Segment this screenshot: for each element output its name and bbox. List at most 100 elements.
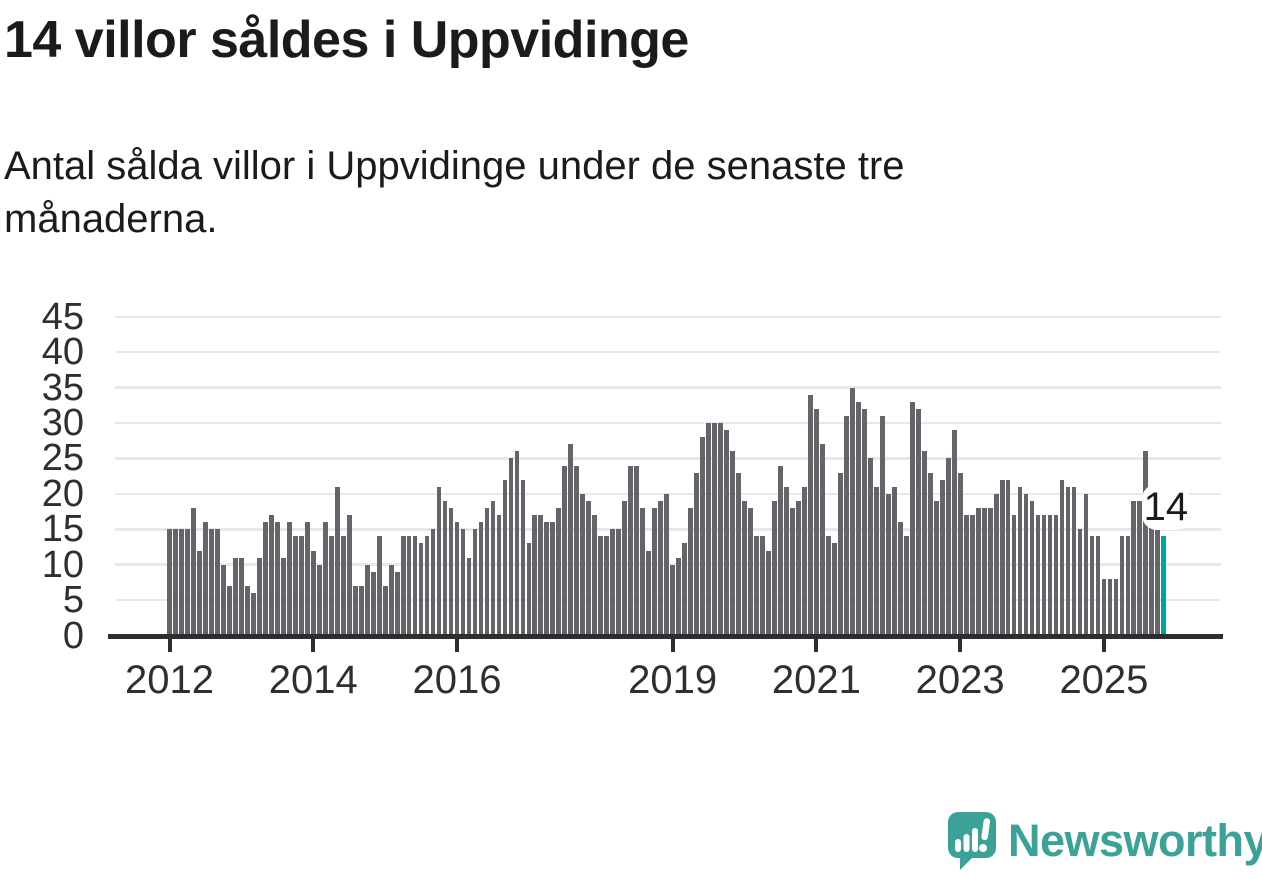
bar-2022-11: [945, 458, 951, 636]
bar-2021-12: [879, 415, 885, 636]
bar-2015-08: [424, 536, 430, 636]
x-tick-label-2014: 2014: [268, 657, 358, 702]
y-tick-label-40: 40: [41, 331, 84, 374]
bar-2024-02: [1035, 515, 1041, 636]
bar-2022-04: [903, 536, 909, 636]
bar-2013-03: [250, 593, 256, 636]
bar-2025-01: [1101, 578, 1107, 636]
bar-2016-10: [508, 458, 514, 636]
bar-2025-08: [1143, 451, 1149, 636]
bar-2024-01: [1029, 500, 1035, 636]
bar-2018-02: [604, 536, 610, 636]
x-tick-2025: [1101, 638, 1106, 652]
x-tick-label-2012: 2012: [125, 657, 214, 702]
bar-2014-04: [328, 536, 334, 636]
bar-2017-09: [574, 465, 580, 636]
gridline-45: [115, 315, 1221, 318]
y-tick-label-30: 30: [41, 402, 84, 444]
bar-2022-06: [915, 408, 921, 636]
bar-2019-11: [730, 451, 735, 636]
bar-2013-01: [238, 557, 244, 636]
bar-2013-07: [274, 522, 280, 636]
bar-2016-02: [460, 529, 466, 636]
bar-2017-08: [568, 444, 574, 636]
newsworthy-logo: Newsworthy: [946, 810, 1262, 872]
bar-2013-02: [244, 585, 250, 636]
bar-2022-07: [921, 451, 927, 636]
bar-2022-02: [891, 486, 897, 636]
bar-2023-06: [987, 508, 993, 636]
bar-2017-11: [586, 500, 592, 636]
bar-2024-06: [1059, 479, 1065, 636]
bar-2014-07: [346, 515, 352, 636]
bar-2024-03: [1041, 515, 1047, 636]
bar-2020-09: [790, 508, 795, 636]
page-title: 14 villor såldes i Uppvidinge: [4, 11, 689, 69]
bar-2018-04: [616, 529, 622, 636]
bar-2023-09: [1005, 479, 1011, 636]
bar-2019-05: [694, 472, 700, 636]
bar-2023-05: [981, 508, 987, 636]
bar-2012-04: [185, 529, 190, 636]
bar-2014-03: [322, 522, 328, 636]
bar-2014-12: [376, 536, 382, 636]
gridline-30: [115, 421, 1221, 425]
bar-2013-11: [298, 536, 304, 636]
bar-2018-05: [622, 500, 628, 636]
bar-2020-02: [748, 508, 753, 636]
bar-2024-04: [1047, 515, 1053, 636]
bar-2025-09: [1149, 522, 1155, 636]
bar-2012-06: [197, 550, 202, 636]
bar-2020-04: [760, 536, 765, 636]
chart-subtitle: Antal sålda villor i Uppvidinge under de…: [4, 144, 905, 241]
bar-2015-05: [406, 536, 412, 636]
bar-2013-04: [256, 557, 262, 636]
bar-2021-03: [826, 536, 831, 636]
y-tick-label-5: 5: [62, 579, 84, 622]
newsworthy-logo-text: Newsworthy: [1008, 815, 1262, 866]
x-tick-label-2025: 2025: [1059, 657, 1149, 702]
bar-2024-08: [1071, 486, 1077, 636]
bar-2019-06: [700, 437, 705, 636]
bar-2020-10: [796, 500, 801, 636]
bar-2012-10: [221, 564, 226, 636]
last-value-label: 14: [1141, 484, 1190, 531]
bar-2015-06: [412, 536, 418, 636]
bar-2012-09: [215, 529, 220, 636]
bar-2015-03: [394, 571, 400, 636]
bar-2020-07: [778, 465, 783, 636]
bar-2021-01: [814, 408, 819, 636]
bar-2019-01: [670, 564, 676, 636]
bar-2014-05: [334, 486, 340, 636]
bar-2012-03: [179, 529, 184, 636]
x-tick-2016: [455, 638, 460, 652]
bar-2019-02: [676, 557, 682, 636]
bar-2018-12: [664, 493, 670, 636]
bar-2017-07: [562, 465, 568, 636]
y-tick-label-20: 20: [41, 472, 84, 515]
bar-2014-09: [358, 585, 364, 636]
bar-2021-08: [855, 401, 861, 636]
bar-2024-09: [1077, 529, 1083, 636]
y-tick-label-0: 0: [62, 614, 84, 657]
bar-2014-08: [352, 585, 358, 636]
bar-2016-12: [520, 479, 526, 636]
bar-2016-11: [514, 451, 520, 636]
bar-2020-06: [772, 500, 777, 636]
bar-2016-05: [478, 522, 484, 636]
gridline-40: [115, 350, 1221, 354]
bar-2015-10: [436, 486, 442, 636]
bar-2021-09: [861, 408, 867, 636]
bar-2024-07: [1065, 486, 1071, 636]
bar-2021-04: [831, 543, 837, 636]
bar-2022-03: [897, 522, 903, 636]
bar-2014-06: [340, 536, 346, 636]
bar-2012-01: [167, 529, 172, 636]
bar-2023-07: [993, 493, 999, 636]
bar-2024-11: [1089, 536, 1095, 636]
bar-2017-12: [592, 515, 598, 636]
bar-2025-07: [1137, 500, 1143, 636]
bar-2023-11: [1017, 486, 1023, 636]
